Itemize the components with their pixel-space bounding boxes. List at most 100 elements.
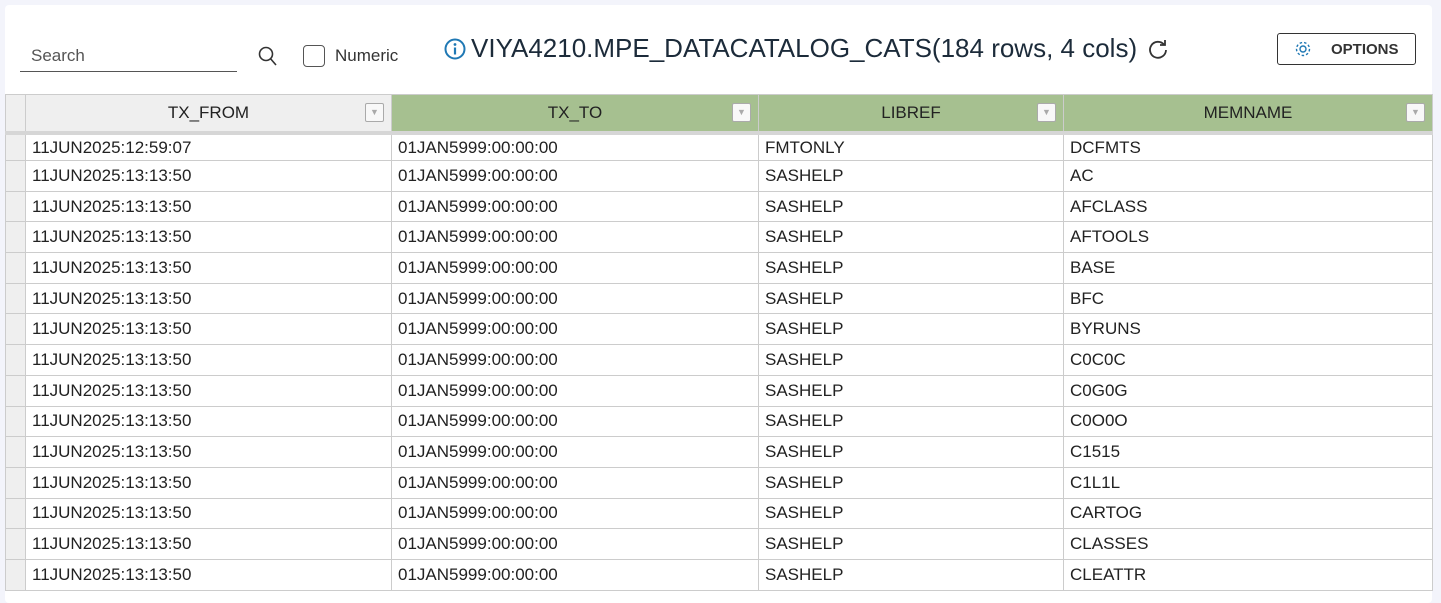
cell-tx-to[interactable]: 01JAN5999:00:00:00 [391, 282, 759, 315]
cell-tx-from[interactable]: 11JUN2025:13:13:50 [25, 190, 392, 223]
filter-dropdown-icon[interactable]: ▼ [365, 103, 384, 122]
cell-memname[interactable]: C1515 [1063, 436, 1433, 468]
refresh-icon[interactable] [1147, 38, 1169, 60]
cell-tx-from[interactable]: 11JUN2025:13:13:50 [25, 528, 392, 560]
numeric-checkbox[interactable] [303, 45, 325, 67]
table-row[interactable]: 11JUN2025:13:13:50 01JAN5999:00:00:00 SASH… [5, 190, 1433, 223]
cell-libref[interactable]: SASHELP [758, 436, 1064, 468]
table-row[interactable]: 11JUN2025:13:13:50 01JAN5999:00:00:00 SASH… [5, 160, 1433, 192]
cell-tx-to[interactable]: 01JAN5999:00:00:00 [391, 374, 759, 407]
column-header-tx-to[interactable]: TX_TO ▼ [391, 94, 759, 135]
cell-libref[interactable]: SASHELP [758, 466, 1064, 499]
cell-tx-from[interactable]: 11JUN2025:13:13:50 [25, 344, 392, 376]
cell-libref[interactable]: FMTONLY [758, 132, 1064, 161]
row-header[interactable] [5, 528, 26, 560]
cell-memname[interactable]: CLASSES [1063, 528, 1433, 560]
cell-memname[interactable]: C0C0C [1063, 344, 1433, 376]
row-header[interactable] [5, 466, 26, 499]
table-row[interactable]: 11JUN2025:13:13:50 01JAN5999:00:00:00 SASH… [5, 221, 1433, 254]
cell-memname[interactable]: BYRUNS [1063, 313, 1433, 346]
cell-tx-from[interactable]: 11JUN2025:13:13:50 [25, 282, 392, 315]
search-field[interactable] [20, 44, 237, 72]
cell-tx-to[interactable]: 01JAN5999:00:00:00 [391, 190, 759, 223]
cell-memname[interactable]: AFCLASS [1063, 190, 1433, 223]
cell-libref[interactable]: SASHELP [758, 405, 1064, 438]
row-header[interactable] [5, 132, 26, 161]
cell-memname[interactable]: CLEATTR [1063, 558, 1433, 591]
row-header[interactable] [5, 497, 26, 530]
row-header[interactable] [5, 374, 26, 407]
cell-tx-from[interactable]: 11JUN2025:13:13:50 [25, 374, 392, 407]
row-header[interactable] [5, 313, 26, 346]
cell-tx-to[interactable]: 01JAN5999:00:00:00 [391, 528, 759, 560]
info-icon[interactable] [444, 38, 466, 60]
cell-tx-from[interactable]: 11JUN2025:13:13:50 [25, 160, 392, 192]
cell-libref[interactable]: SASHELP [758, 190, 1064, 223]
table-row[interactable]: 11JUN2025:13:13:50 01JAN5999:00:00:00 SASH… [5, 282, 1433, 315]
cell-tx-to[interactable]: 01JAN5999:00:00:00 [391, 221, 759, 254]
cell-tx-to[interactable]: 01JAN5999:00:00:00 [391, 497, 759, 530]
cell-libref[interactable]: SASHELP [758, 497, 1064, 530]
cell-libref[interactable]: SASHELP [758, 160, 1064, 192]
cell-libref[interactable]: SASHELP [758, 252, 1064, 284]
cell-tx-from[interactable]: 11JUN2025:13:13:50 [25, 497, 392, 530]
table-row[interactable]: 11JUN2025:13:13:50 01JAN5999:00:00:00 SASH… [5, 374, 1433, 407]
cell-libref[interactable]: SASHELP [758, 374, 1064, 407]
search-icon[interactable] [258, 45, 278, 67]
cell-tx-to[interactable]: 01JAN5999:00:00:00 [391, 160, 759, 192]
filter-dropdown-icon[interactable]: ▼ [1037, 103, 1056, 122]
cell-libref[interactable]: SASHELP [758, 344, 1064, 376]
table-row[interactable]: 11JUN2025:13:13:50 01JAN5999:00:00:00 SASH… [5, 252, 1433, 284]
row-header[interactable] [5, 190, 26, 223]
cell-libref[interactable]: SASHELP [758, 313, 1064, 346]
cell-tx-to[interactable]: 01JAN5999:00:00:00 [391, 313, 759, 346]
table-row[interactable]: 11JUN2025:13:13:50 01JAN5999:00:00:00 SASH… [5, 436, 1433, 468]
row-header[interactable] [5, 344, 26, 376]
cell-tx-from[interactable]: 11JUN2025:13:13:50 [25, 466, 392, 499]
filter-dropdown-icon[interactable]: ▼ [732, 103, 751, 122]
cell-memname[interactable]: CARTOG [1063, 497, 1433, 530]
row-header[interactable] [5, 282, 26, 315]
row-header[interactable] [5, 221, 26, 254]
cell-libref[interactable]: SASHELP [758, 282, 1064, 315]
table-row[interactable]: 11JUN2025:13:13:50 01JAN5999:00:00:00 SASH… [5, 558, 1433, 591]
cell-tx-to[interactable]: 01JAN5999:00:00:00 [391, 466, 759, 499]
filter-dropdown-icon[interactable]: ▼ [1406, 103, 1425, 122]
cell-tx-to[interactable]: 01JAN5999:00:00:00 [391, 132, 759, 161]
cell-tx-from[interactable]: 11JUN2025:13:13:50 [25, 252, 392, 284]
cell-libref[interactable]: SASHELP [758, 558, 1064, 591]
cell-tx-to[interactable]: 01JAN5999:00:00:00 [391, 344, 759, 376]
cell-tx-from[interactable]: 11JUN2025:13:13:50 [25, 313, 392, 346]
column-header-libref[interactable]: LIBREF ▼ [758, 94, 1064, 135]
table-row[interactable]: 11JUN2025:13:13:50 01JAN5999:00:00:00 SASH… [5, 497, 1433, 530]
table-row[interactable]: 11JUN2025:12:59:07 01JAN5999:00:00:00 FMTO… [5, 132, 1433, 161]
cell-memname[interactable]: C1L1L [1063, 466, 1433, 499]
table-row[interactable]: 11JUN2025:13:13:50 01JAN5999:00:00:00 SASH… [5, 313, 1433, 346]
cell-libref[interactable]: SASHELP [758, 221, 1064, 254]
search-input[interactable] [20, 44, 232, 68]
cell-tx-to[interactable]: 01JAN5999:00:00:00 [391, 558, 759, 591]
cell-tx-to[interactable]: 01JAN5999:00:00:00 [391, 252, 759, 284]
cell-memname[interactable]: AC [1063, 160, 1433, 192]
row-header[interactable] [5, 405, 26, 438]
cell-memname[interactable]: BFC [1063, 282, 1433, 315]
cell-memname[interactable]: C0O0O [1063, 405, 1433, 438]
options-button[interactable]: OPTIONS [1277, 33, 1416, 65]
cell-libref[interactable]: SASHELP [758, 528, 1064, 560]
cell-memname[interactable]: AFTOOLS [1063, 221, 1433, 254]
row-header[interactable] [5, 252, 26, 284]
cell-memname[interactable]: C0G0G [1063, 374, 1433, 407]
row-header[interactable] [5, 436, 26, 468]
cell-tx-to[interactable]: 01JAN5999:00:00:00 [391, 436, 759, 468]
cell-tx-from[interactable]: 11JUN2025:13:13:50 [25, 436, 392, 468]
row-header[interactable] [5, 160, 26, 192]
cell-tx-to[interactable]: 01JAN5999:00:00:00 [391, 405, 759, 438]
cell-tx-from[interactable]: 11JUN2025:13:13:50 [25, 405, 392, 438]
row-header[interactable] [5, 558, 26, 591]
cell-memname[interactable]: DCFMTS [1063, 132, 1433, 161]
table-row[interactable]: 11JUN2025:13:13:50 01JAN5999:00:00:00 SASH… [5, 344, 1433, 376]
column-header-tx-from[interactable]: TX_FROM ▼ [25, 94, 392, 135]
cell-tx-from[interactable]: 11JUN2025:12:59:07 [25, 132, 392, 161]
cell-tx-from[interactable]: 11JUN2025:13:13:50 [25, 221, 392, 254]
table-row[interactable]: 11JUN2025:13:13:50 01JAN5999:00:00:00 SASH… [5, 405, 1433, 438]
